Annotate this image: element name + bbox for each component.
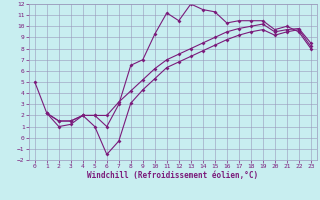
X-axis label: Windchill (Refroidissement éolien,°C): Windchill (Refroidissement éolien,°C)	[87, 171, 258, 180]
